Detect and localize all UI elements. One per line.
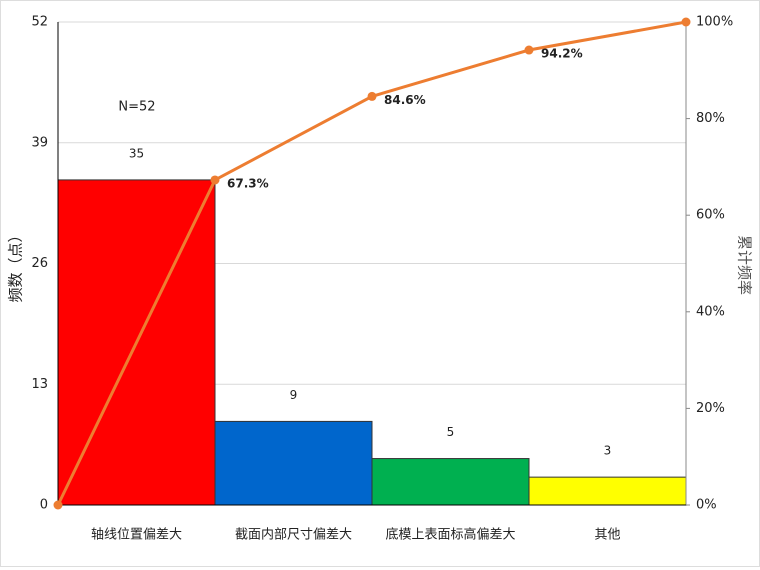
y2-axis-label: 累计频率 <box>736 235 754 295</box>
cumulative-value-label: 84.6% <box>384 93 426 107</box>
bar <box>528 476 687 506</box>
bar <box>214 420 373 506</box>
x-tick-label: 其他 <box>594 528 620 543</box>
cumulative-point <box>53 500 63 510</box>
annotation: N=52 <box>118 100 155 115</box>
cumulative-value-label: 67.3% <box>227 176 269 190</box>
bar-value-label: 3 <box>604 444 612 458</box>
x-tick-label: 截面内部尺寸偏差大 <box>235 527 352 543</box>
y2-tick-label: 20% <box>696 401 725 416</box>
y2-tick-label: 100% <box>696 15 733 30</box>
y2-tick-label: 40% <box>696 304 725 319</box>
bar-value-label: 35 <box>129 146 144 160</box>
y-tick-label: 52 <box>31 15 48 30</box>
x-tick-label: 轴线位置偏差大 <box>91 528 182 543</box>
cumulative-point <box>210 175 220 185</box>
y2-tick-label: 60% <box>696 208 725 223</box>
y2-tick-label: 80% <box>696 111 725 126</box>
y-axis-label: 频数（点） <box>7 227 25 302</box>
y2-tick-label: 0% <box>696 498 717 513</box>
y-tick-label: 26 <box>31 256 48 271</box>
y-tick-label: 13 <box>31 377 48 392</box>
y-tick-label: 0 <box>40 498 48 513</box>
cumulative-point <box>524 45 534 55</box>
cumulative-point <box>681 17 691 27</box>
bar <box>371 458 530 506</box>
bar-value-label: 9 <box>290 388 298 402</box>
cumulative-point <box>367 91 377 101</box>
cumulative-value-label: 94.2% <box>541 47 583 61</box>
x-tick-label: 底模上表面标高偏差大 <box>385 527 515 543</box>
bar-value-label: 5 <box>447 425 455 439</box>
y-tick-label: 39 <box>31 135 48 150</box>
